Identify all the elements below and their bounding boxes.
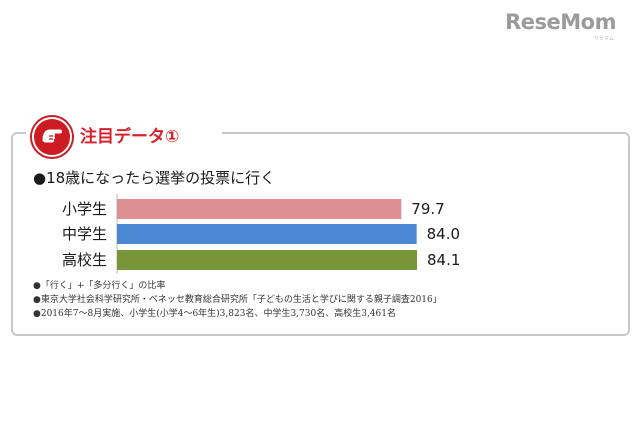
section-title: 注目データ① <box>80 127 180 147</box>
value-label-2: 84.0 <box>427 225 460 243</box>
pointing-hand-icon <box>32 117 72 157</box>
note-ratio: ●「行く」+「多分行く」の比率 <box>33 281 166 291</box>
value-label-1: 79.7 <box>411 200 444 218</box>
note-survey-details: ●2016年7〜8月実施、小学生(小学4〜6年生)3,823名、中学生3,730… <box>33 309 396 319</box>
bar-2 <box>117 224 417 244</box>
category-label-2: 中学生 <box>62 225 107 243</box>
category-label-1: 小学生 <box>62 200 107 218</box>
bar-3 <box>117 250 417 270</box>
bar-1 <box>117 199 402 219</box>
category-label-3: 高校生 <box>62 251 107 269</box>
resemom-logo: ReseMom <box>505 10 616 34</box>
resemom-logo-subtext: リセマム <box>593 36 614 42</box>
data-panel-frame <box>11 132 630 336</box>
survey-question: ●18歳になったら選挙の投票に行く <box>33 169 276 187</box>
note-source: ●東京大学社会科学研究所・ベネッセ教育総合研究所「子どもの生活と学びに関する親子… <box>33 295 442 305</box>
value-label-3: 84.1 <box>427 251 460 269</box>
